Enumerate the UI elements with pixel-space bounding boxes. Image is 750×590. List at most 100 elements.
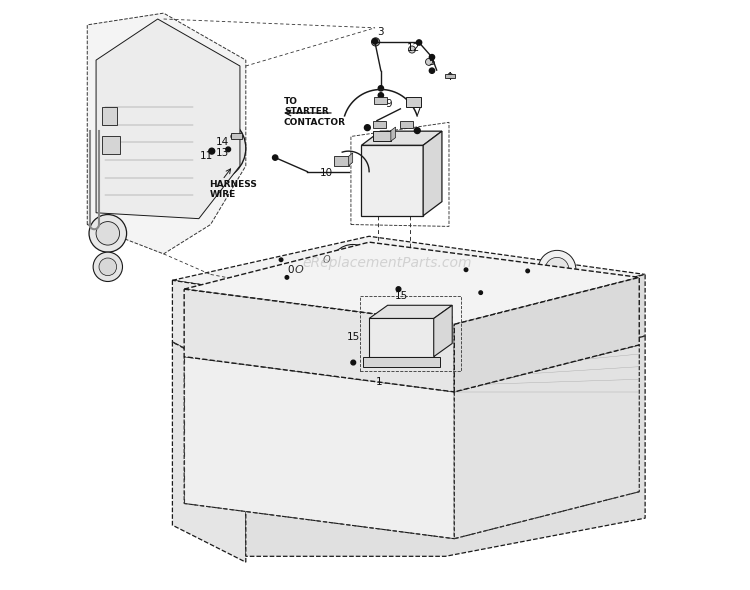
Circle shape [191, 61, 224, 94]
Text: 2: 2 [446, 315, 453, 325]
Circle shape [526, 269, 530, 273]
Circle shape [607, 345, 636, 374]
Text: 12: 12 [407, 44, 421, 53]
Text: 11: 11 [200, 151, 213, 161]
Circle shape [93, 252, 122, 281]
Circle shape [396, 287, 400, 291]
Circle shape [568, 277, 586, 294]
Polygon shape [172, 280, 446, 380]
Circle shape [165, 38, 174, 47]
Text: 4: 4 [446, 71, 452, 81]
Circle shape [96, 222, 119, 245]
Polygon shape [363, 357, 440, 367]
Circle shape [207, 321, 226, 340]
Text: 5: 5 [429, 57, 435, 67]
Polygon shape [87, 13, 246, 254]
Circle shape [121, 55, 165, 100]
Text: 1: 1 [376, 377, 382, 387]
Circle shape [378, 86, 383, 91]
Text: 0: 0 [288, 265, 294, 275]
Polygon shape [246, 336, 645, 556]
Circle shape [128, 63, 158, 93]
Circle shape [236, 428, 268, 461]
Text: 15: 15 [346, 332, 360, 342]
Polygon shape [391, 127, 395, 141]
Text: 14: 14 [216, 137, 229, 148]
Circle shape [448, 74, 452, 78]
Circle shape [112, 55, 122, 65]
Circle shape [388, 476, 409, 496]
Circle shape [563, 271, 592, 300]
Polygon shape [406, 97, 421, 107]
Circle shape [613, 351, 631, 368]
Polygon shape [362, 131, 442, 145]
Circle shape [272, 155, 278, 160]
Circle shape [346, 159, 351, 164]
Circle shape [330, 244, 375, 289]
Polygon shape [369, 305, 452, 319]
Circle shape [202, 316, 231, 345]
Circle shape [547, 282, 573, 308]
Text: 10: 10 [320, 169, 334, 178]
Text: 13: 13 [216, 148, 229, 158]
Circle shape [99, 258, 116, 276]
Polygon shape [454, 277, 639, 392]
Text: 8: 8 [387, 137, 394, 148]
Circle shape [545, 257, 568, 281]
Circle shape [378, 93, 383, 98]
Polygon shape [446, 274, 645, 380]
Circle shape [136, 71, 150, 85]
Circle shape [182, 116, 246, 181]
Circle shape [124, 173, 133, 182]
Polygon shape [374, 130, 391, 141]
Text: 7: 7 [414, 107, 421, 117]
Polygon shape [184, 357, 454, 539]
Polygon shape [334, 156, 349, 166]
Text: O: O [323, 255, 331, 265]
Text: eReplacementParts.com: eReplacementParts.com [302, 255, 472, 270]
Circle shape [464, 268, 468, 271]
Polygon shape [446, 74, 455, 78]
Circle shape [382, 470, 415, 502]
Polygon shape [454, 345, 639, 539]
Polygon shape [102, 136, 119, 154]
Circle shape [279, 258, 283, 261]
Circle shape [190, 124, 237, 172]
Polygon shape [400, 120, 412, 128]
Circle shape [479, 291, 482, 294]
Polygon shape [349, 153, 352, 166]
Circle shape [429, 54, 434, 60]
Text: TO
STARTER
CONTACTOR: TO STARTER CONTACTOR [284, 97, 346, 127]
Text: 6: 6 [430, 198, 437, 208]
Circle shape [538, 250, 576, 288]
Circle shape [285, 276, 289, 279]
Circle shape [429, 68, 434, 73]
Circle shape [351, 360, 355, 365]
Text: 15: 15 [394, 291, 408, 301]
Polygon shape [102, 107, 116, 124]
Polygon shape [423, 131, 442, 216]
Circle shape [176, 196, 186, 206]
Circle shape [241, 434, 262, 455]
Text: O: O [294, 265, 303, 275]
Text: HARNESS
WIRE: HARNESS WIRE [209, 179, 257, 199]
Circle shape [338, 251, 368, 282]
Polygon shape [374, 97, 387, 104]
Circle shape [183, 53, 232, 103]
Polygon shape [184, 289, 454, 392]
Circle shape [202, 136, 225, 160]
Circle shape [89, 215, 127, 252]
Circle shape [409, 46, 416, 53]
Circle shape [364, 124, 370, 130]
Polygon shape [172, 236, 645, 322]
Text: 9: 9 [386, 99, 392, 109]
Polygon shape [362, 145, 423, 216]
Circle shape [425, 58, 433, 65]
Circle shape [371, 38, 380, 46]
Circle shape [209, 148, 214, 154]
Text: 3: 3 [377, 27, 384, 37]
Polygon shape [231, 133, 242, 139]
Polygon shape [184, 242, 639, 324]
Circle shape [226, 147, 230, 152]
Circle shape [372, 39, 378, 44]
